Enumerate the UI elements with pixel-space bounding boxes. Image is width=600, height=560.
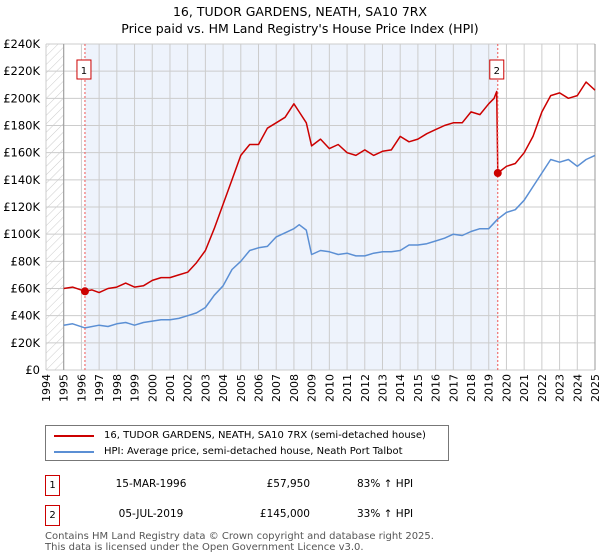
- legend-property-swatch: [54, 434, 94, 437]
- transaction-row: 1 15-MAR-1996 £57,950 83% ↑ HPI: [45, 475, 445, 496]
- y-tick-label: £0: [25, 363, 40, 377]
- y-tick-label: £20K: [11, 336, 41, 350]
- x-tick-label: 2003: [199, 374, 212, 402]
- x-tick-label: 2009: [306, 374, 319, 402]
- transaction-hpi: 83% ↑ HPI: [357, 478, 414, 490]
- y-tick-label: £180K: [3, 119, 40, 133]
- x-tick-label: 2011: [341, 374, 354, 402]
- x-tick-label: 2001: [164, 374, 177, 402]
- sale-marker-badge: [489, 59, 505, 80]
- x-tick-label: 2008: [288, 374, 301, 402]
- x-tick-label: 2022: [536, 374, 549, 402]
- footer-line-2: This data is licensed under the Open Gov…: [45, 542, 364, 553]
- x-tick-label: 2021: [518, 374, 531, 402]
- y-tick-label: £160K: [3, 146, 40, 160]
- x-tick-label: 2015: [412, 374, 425, 402]
- x-tick-label: 2006: [253, 374, 266, 402]
- legend-hpi-swatch: [54, 450, 94, 453]
- sale-marker-badge: [76, 59, 92, 80]
- x-tick-label: 2007: [270, 374, 283, 402]
- transaction-date: 05-JUL-2019: [118, 508, 184, 520]
- x-tick-label: 2019: [483, 374, 496, 402]
- transaction-hpi: 33% ↑ HPI: [357, 508, 414, 520]
- y-tick-label: £40K: [11, 309, 41, 323]
- x-tick-label: 1998: [111, 374, 124, 402]
- legend-property-label: 16, TUDOR GARDENS, NEATH, SA10 7RX (semi…: [104, 430, 426, 441]
- property-price-line: [63, 81, 596, 294]
- sale-marker-label: 2: [494, 66, 500, 77]
- transaction-date: 15-MAR-1996: [115, 478, 187, 490]
- y-tick-label: £240K: [3, 37, 40, 51]
- x-tick-label: 2002: [182, 374, 195, 402]
- x-tick-label: 2005: [235, 374, 248, 402]
- x-tick-label: 2000: [146, 374, 159, 402]
- hpi-line: [63, 154, 596, 329]
- transaction-badge: 2: [45, 505, 60, 526]
- x-tick-label: 1994: [40, 374, 53, 402]
- y-tick-label: £100K: [3, 227, 40, 241]
- sale-point: [493, 169, 502, 178]
- x-tick-label: 1997: [93, 374, 106, 402]
- x-tick-label: 2018: [465, 374, 478, 402]
- legend-hpi-label: HPI: Average price, semi-detached house,…: [104, 446, 403, 457]
- y-tick-label: £60K: [11, 282, 41, 296]
- x-tick-label: 2004: [217, 374, 230, 402]
- transaction-price: £145,000: [259, 508, 310, 520]
- footer: Contains HM Land Registry data © Crown c…: [45, 531, 434, 553]
- chart-legend: 16, TUDOR GARDENS, NEATH, SA10 7RX (semi…: [45, 425, 449, 461]
- x-tick-label: 2024: [571, 374, 584, 402]
- footer-line-1: Contains HM Land Registry data © Crown c…: [45, 531, 434, 542]
- x-tick-label: 2025: [589, 374, 600, 402]
- x-tick-label: 2023: [554, 374, 567, 402]
- x-tick-label: 1999: [129, 374, 142, 402]
- sale-marker-label: 1: [81, 66, 87, 77]
- y-tick-label: £220K: [3, 64, 40, 78]
- sale-point: [80, 287, 89, 296]
- transaction-row: 2 05-JUL-2019 £145,000 33% ↑ HPI: [45, 505, 445, 526]
- x-tick-label: 2017: [447, 374, 460, 402]
- x-tick-label: 2014: [394, 374, 407, 402]
- y-tick-label: £140K: [3, 173, 40, 187]
- title-line-1: 16, TUDOR GARDENS, NEATH, SA10 7RX: [172, 4, 428, 19]
- x-tick-label: 2016: [430, 374, 443, 402]
- x-tick-label: 2020: [500, 374, 513, 402]
- transaction-badge: 1: [45, 475, 60, 496]
- title-line-2: Price paid vs. HM Land Registry's House …: [121, 21, 479, 36]
- chart-title: 16, TUDOR GARDENS, NEATH, SA10 7RX Price…: [0, 3, 600, 37]
- x-tick-label: 2010: [323, 374, 336, 402]
- transaction-price: £57,950: [266, 478, 310, 490]
- x-tick-label: 1995: [58, 374, 71, 402]
- price-chart: £0 £20K £40K £60K £80K £100K £120K £140K £160K £1…: [3, 37, 600, 402]
- x-tick-label: 1996: [75, 374, 88, 402]
- y-tick-label: £200K: [3, 91, 40, 105]
- y-tick-label: £120K: [3, 200, 40, 214]
- x-tick-label: 2013: [376, 374, 389, 402]
- y-tick-label: £80K: [11, 254, 41, 268]
- x-tick-label: 2012: [359, 374, 372, 402]
